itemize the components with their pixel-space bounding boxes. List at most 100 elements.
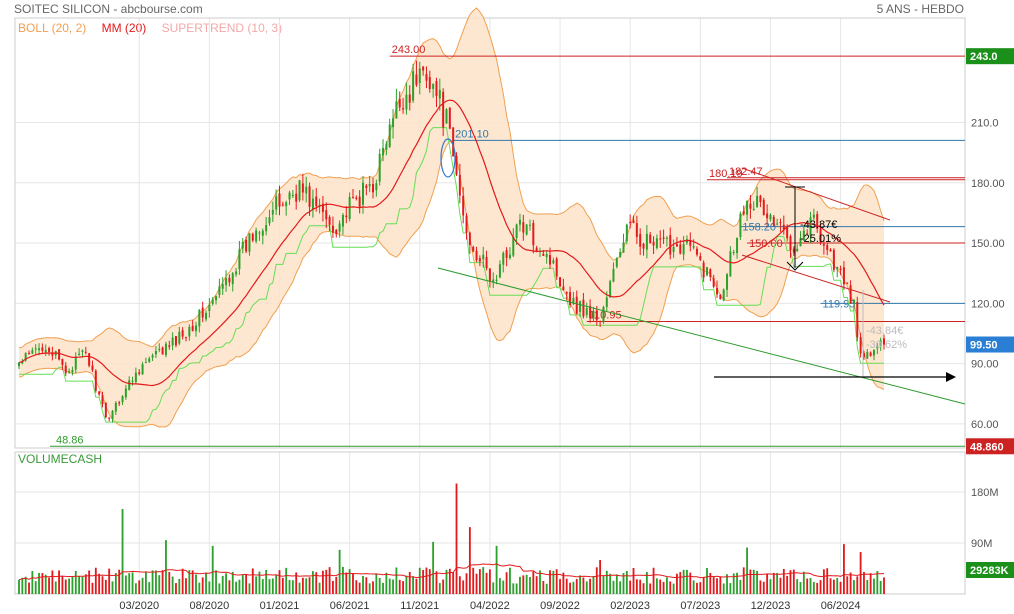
volume-bar xyxy=(372,581,374,594)
candle-body xyxy=(819,228,822,243)
volume-bar xyxy=(639,579,642,594)
candle-body xyxy=(221,284,224,289)
candle-body xyxy=(662,237,665,239)
volume-bar xyxy=(462,580,465,594)
candle-body xyxy=(241,241,244,249)
candle-body xyxy=(395,101,398,119)
candle-body xyxy=(358,196,361,208)
volume-bar xyxy=(662,581,665,594)
price-badge-bg xyxy=(966,48,1014,65)
candle-body xyxy=(388,124,391,147)
volume-bar xyxy=(652,567,655,594)
volume-bar xyxy=(699,582,702,594)
candle-body xyxy=(739,213,742,238)
trendline-channel-high xyxy=(741,167,891,221)
candle-body xyxy=(368,184,371,187)
volume-bar xyxy=(185,578,187,594)
volume-bar xyxy=(428,569,431,594)
volume-bar xyxy=(762,581,765,594)
candle-body xyxy=(231,273,234,285)
candle-body xyxy=(328,217,331,225)
candle-body xyxy=(74,356,77,370)
volume-bar xyxy=(104,579,107,594)
volume-bar xyxy=(849,572,852,594)
legend-mm[interactable]: MM (20) xyxy=(101,21,147,35)
measure-arrow xyxy=(786,261,804,271)
volume-bar xyxy=(362,575,364,594)
volume-bar xyxy=(201,577,204,594)
volume-bar xyxy=(792,569,795,594)
volume-bar xyxy=(535,576,538,594)
candle-body xyxy=(522,222,525,233)
volume-bar xyxy=(58,570,60,594)
volume-bar xyxy=(155,570,157,594)
volume-bar xyxy=(345,572,348,594)
volume-bar xyxy=(395,567,398,594)
candle-body xyxy=(642,243,645,249)
volume-bar xyxy=(111,581,114,594)
candle-body xyxy=(351,197,354,199)
volume-bar xyxy=(756,570,759,594)
legend-boll[interactable]: BOLL (20, 2) xyxy=(18,21,87,35)
volume-bar xyxy=(542,580,545,594)
volume-bar xyxy=(211,545,214,594)
volume-bar xyxy=(592,576,595,594)
annotation-change-eur-2: -43.84€ xyxy=(866,325,903,337)
volume-bar xyxy=(235,581,237,594)
volume-bar xyxy=(175,583,177,594)
volume-bar xyxy=(41,573,44,594)
volume-bar xyxy=(355,580,358,594)
candle-body xyxy=(565,292,568,294)
candle-body xyxy=(191,325,194,331)
candle-body xyxy=(792,248,795,253)
volume-bar xyxy=(442,579,445,594)
candle-body xyxy=(248,233,251,252)
candle-body xyxy=(425,74,428,81)
volume-bar xyxy=(499,578,501,594)
volume-bar xyxy=(869,573,872,594)
volume-bar xyxy=(315,572,318,594)
volume-bar xyxy=(258,571,261,594)
volume-bar xyxy=(438,583,441,594)
volume-bar xyxy=(241,575,244,594)
legend-supertrend[interactable]: SUPERTREND (10, 3) xyxy=(161,21,283,35)
volume-bar xyxy=(368,583,371,594)
volume-bar xyxy=(692,580,695,594)
volume-bar xyxy=(208,581,211,594)
candle-body xyxy=(572,297,575,305)
y-tick-label: 120.00 xyxy=(971,298,1005,310)
candle-body xyxy=(615,258,618,267)
candle-body xyxy=(418,68,421,84)
volume-bar xyxy=(198,582,201,594)
volume-bar xyxy=(84,574,87,594)
volume-bar xyxy=(729,583,732,594)
volume-bar xyxy=(325,569,328,594)
candle-body xyxy=(131,380,134,382)
volume-bar xyxy=(415,578,418,594)
volume-bar xyxy=(802,571,805,594)
candle-body xyxy=(746,200,749,215)
level-label: 150.00 xyxy=(749,238,783,250)
volume-bar xyxy=(589,578,592,594)
volume-bar xyxy=(385,572,388,594)
candle-body xyxy=(184,336,187,338)
volume-bar xyxy=(375,573,378,594)
candle-body xyxy=(348,197,351,219)
volume-bar xyxy=(114,573,117,594)
volume-bar xyxy=(378,578,381,594)
candle-body xyxy=(726,274,729,290)
candle-body xyxy=(478,258,481,262)
volume-bar xyxy=(659,579,662,594)
volume-bar xyxy=(602,576,605,594)
candle-body xyxy=(114,402,117,412)
candle-body xyxy=(729,251,732,277)
candle-body xyxy=(772,216,775,226)
volume-bar xyxy=(94,567,97,594)
volume-bar xyxy=(485,572,488,594)
candle-body xyxy=(682,244,685,255)
volume-bar xyxy=(502,580,505,594)
volume-bar xyxy=(88,570,91,594)
candle-body xyxy=(51,352,54,356)
candle-body xyxy=(235,271,238,275)
